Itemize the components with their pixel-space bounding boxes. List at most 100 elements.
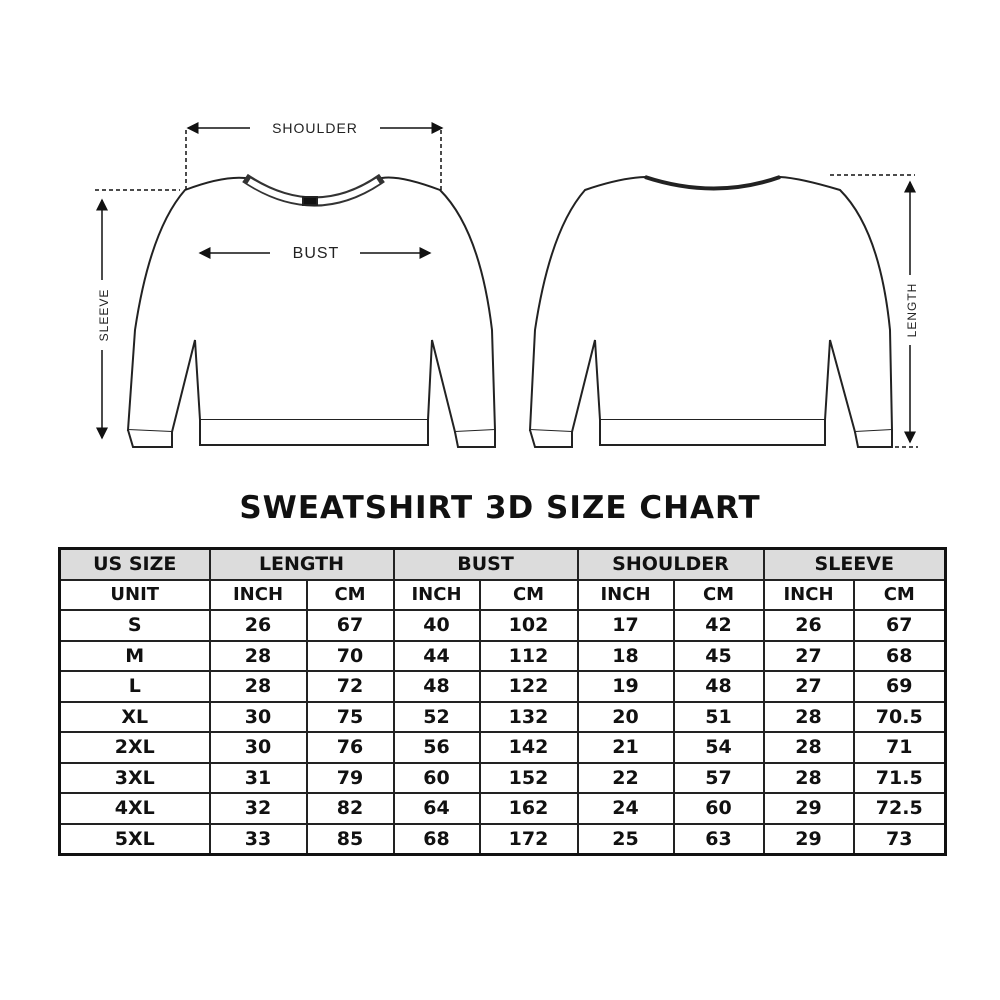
value-cell: 19 — [576, 670, 675, 703]
value-cell: 51 — [672, 700, 765, 733]
value-cell: 28 — [762, 700, 855, 733]
value-cell: 75 — [305, 700, 395, 733]
group-header: US SIZE — [58, 547, 211, 581]
table-row: XL 30 75 52 132 20 51 28 70.5 — [58, 700, 947, 733]
length-label: LENGTH — [905, 283, 919, 338]
size-cell: M — [58, 639, 211, 672]
back-view — [528, 175, 894, 448]
table-row: L 28 72 48 122 19 48 27 69 — [58, 670, 947, 703]
unit-cell: INCH — [208, 578, 308, 611]
sweatshirt-diagram: SHOULDER BUST SLEEVE LENGTH — [95, 120, 919, 448]
unit-cell: CM — [478, 578, 579, 611]
size-cell: 3XL — [58, 761, 211, 794]
value-cell: 28 — [208, 670, 308, 703]
value-cell: 67 — [305, 609, 395, 642]
size-cell: 2XL — [58, 731, 211, 764]
value-cell: 48 — [672, 670, 765, 703]
table-row: 5XL 33 85 68 172 25 63 29 73 — [58, 822, 947, 856]
value-cell: 33 — [208, 822, 308, 856]
value-cell: 70.5 — [852, 700, 947, 733]
value-cell: 72.5 — [852, 792, 947, 825]
value-cell: 63 — [672, 822, 765, 856]
size-table: US SIZE LENGTH BUST SHOULDER SLEEVE UNIT INCH C… — [58, 547, 947, 856]
value-cell: 32 — [208, 792, 308, 825]
unit-row: UNIT INCH CM INCH CM INCH CM INCH CM — [58, 578, 947, 611]
value-cell: 82 — [305, 792, 395, 825]
chart-title: SWEATSHIRT 3D SIZE CHART — [239, 490, 761, 526]
value-cell: 68 — [392, 822, 481, 856]
value-cell: 26 — [208, 609, 308, 642]
value-cell: 64 — [392, 792, 481, 825]
value-cell: 52 — [392, 700, 481, 733]
shoulder-label: SHOULDER — [272, 120, 358, 136]
group-header-row: US SIZE LENGTH BUST SHOULDER SLEEVE — [58, 547, 947, 581]
value-cell: 17 — [576, 609, 675, 642]
unit-cell: INCH — [576, 578, 675, 611]
value-cell: 26 — [762, 609, 855, 642]
value-cell: 27 — [762, 639, 855, 672]
value-cell: 76 — [305, 731, 395, 764]
value-cell: 142 — [478, 731, 579, 764]
sleeve-label: SLEEVE — [97, 289, 111, 342]
table-row: 4XL 32 82 64 162 24 60 29 72.5 — [58, 792, 947, 825]
table-row: 2XL 30 76 56 142 21 54 28 71 — [58, 731, 947, 764]
size-cell: 4XL — [58, 792, 211, 825]
value-cell: 45 — [672, 639, 765, 672]
bust-label: BUST — [293, 245, 340, 262]
value-cell: 30 — [208, 731, 308, 764]
value-cell: 18 — [576, 639, 675, 672]
unit-cell: CM — [672, 578, 765, 611]
value-cell: 72 — [305, 670, 395, 703]
front-view — [126, 173, 497, 448]
group-header: SLEEVE — [762, 547, 947, 581]
value-cell: 122 — [478, 670, 579, 703]
table-row: S 26 67 40 102 17 42 26 67 — [58, 609, 947, 642]
value-cell: 69 — [852, 670, 947, 703]
value-cell: 28 — [762, 731, 855, 764]
value-cell: 172 — [478, 822, 579, 856]
value-cell: 30 — [208, 700, 308, 733]
unit-cell: CM — [852, 578, 947, 611]
value-cell: 60 — [672, 792, 765, 825]
group-header: SHOULDER — [576, 547, 765, 581]
value-cell: 57 — [672, 761, 765, 794]
value-cell: 54 — [672, 731, 765, 764]
value-cell: 25 — [576, 822, 675, 856]
value-cell: 20 — [576, 700, 675, 733]
size-cell: XL — [58, 700, 211, 733]
value-cell: 73 — [852, 822, 947, 856]
group-header: LENGTH — [208, 547, 395, 581]
value-cell: 102 — [478, 609, 579, 642]
value-cell: 22 — [576, 761, 675, 794]
group-header: BUST — [392, 547, 579, 581]
value-cell: 71.5 — [852, 761, 947, 794]
table-row: 3XL 31 79 60 152 22 57 28 71.5 — [58, 761, 947, 794]
value-cell: 56 — [392, 731, 481, 764]
value-cell: 112 — [478, 639, 579, 672]
value-cell: 42 — [672, 609, 765, 642]
value-cell: 152 — [478, 761, 579, 794]
value-cell: 48 — [392, 670, 481, 703]
value-cell: 24 — [576, 792, 675, 825]
value-cell: 44 — [392, 639, 481, 672]
value-cell: 28 — [208, 639, 308, 672]
value-cell: 85 — [305, 822, 395, 856]
value-cell: 162 — [478, 792, 579, 825]
value-cell: 79 — [305, 761, 395, 794]
value-cell: 70 — [305, 639, 395, 672]
value-cell: 27 — [762, 670, 855, 703]
value-cell: 28 — [762, 761, 855, 794]
size-cell: S — [58, 609, 211, 642]
value-cell: 40 — [392, 609, 481, 642]
value-cell: 132 — [478, 700, 579, 733]
value-cell: 29 — [762, 792, 855, 825]
unit-cell: INCH — [762, 578, 855, 611]
value-cell: 67 — [852, 609, 947, 642]
value-cell: 60 — [392, 761, 481, 794]
value-cell: 29 — [762, 822, 855, 856]
value-cell: 21 — [576, 731, 675, 764]
value-cell: 31 — [208, 761, 308, 794]
value-cell: 71 — [852, 731, 947, 764]
table-row: M 28 70 44 112 18 45 27 68 — [58, 639, 947, 672]
unit-cell: CM — [305, 578, 395, 611]
